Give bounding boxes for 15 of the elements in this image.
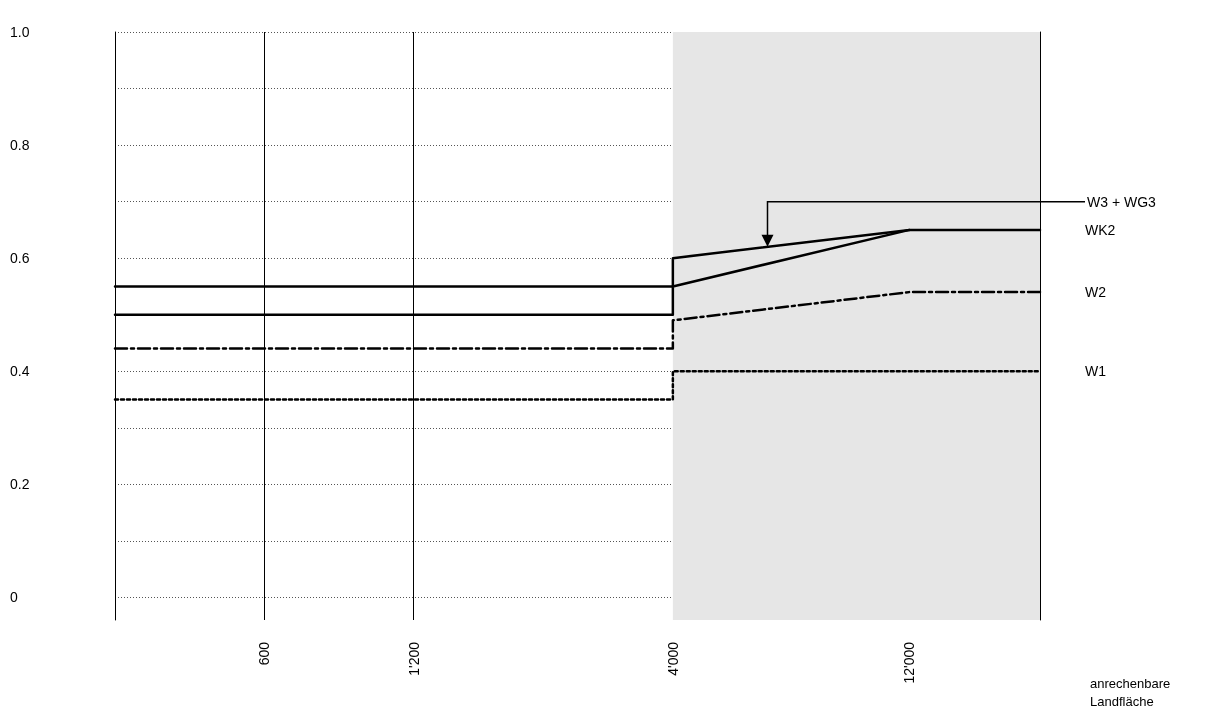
x-tick-label: 600 bbox=[256, 641, 273, 666]
y-tick-label: 0.8 bbox=[10, 137, 30, 154]
y-tick-label: 0.6 bbox=[10, 250, 30, 267]
text: W3 + WG3 bbox=[1087, 193, 1157, 210]
y-tick-label: 0.2 bbox=[10, 476, 30, 493]
x-tick-label: 1'200 bbox=[405, 641, 422, 676]
y-tick-label: 0 bbox=[10, 589, 18, 606]
y-tick-label: 1.0 bbox=[10, 24, 30, 40]
text: W1 bbox=[1085, 363, 1107, 380]
x-tick-label: 4'000 bbox=[664, 641, 681, 676]
x-axis-title: anrechenbare Landfläche bbox=[1090, 675, 1174, 709]
x-tick-label: 12'000 bbox=[901, 641, 918, 684]
y-tick-label: 0.4 bbox=[10, 363, 30, 380]
text: W2 bbox=[1085, 284, 1107, 301]
text: WK2 bbox=[1085, 221, 1116, 238]
